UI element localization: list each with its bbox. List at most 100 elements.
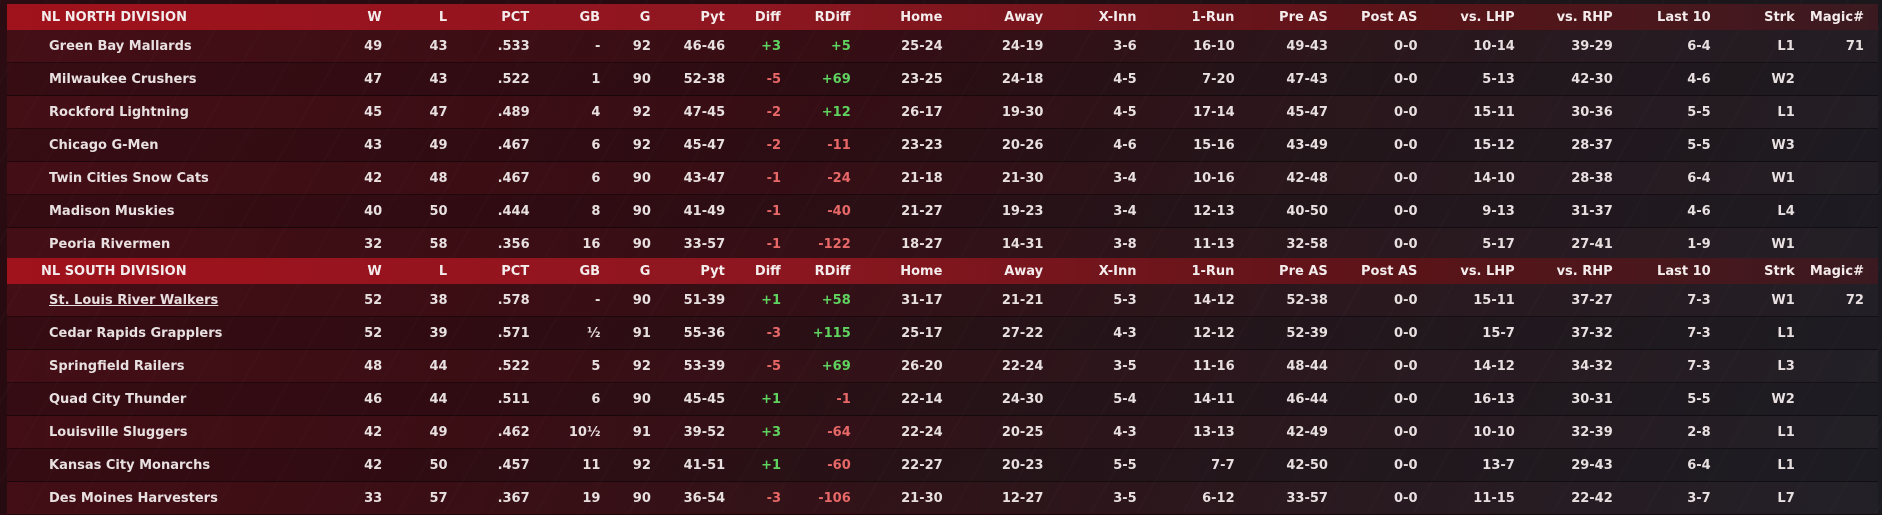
team-away: 24-18	[1001, 71, 1044, 87]
division-title: NL SOUTH DIVISION	[41, 263, 187, 279]
column-header-gb[interactable]: GB	[579, 263, 601, 279]
nl-north-division: NL NORTH DIVISION W L PCT GB G Pyt Diff RDiff Hom…	[7, 4, 1878, 261]
column-header-l[interactable]: L	[438, 263, 448, 279]
column-header-last10[interactable]: Last 10	[1657, 263, 1711, 279]
team-g: 90	[632, 391, 651, 407]
column-header-lhp[interactable]: vs. LHP	[1460, 263, 1515, 279]
team-lhp: 13-7	[1482, 457, 1515, 473]
column-header-away[interactable]: Away	[1004, 263, 1044, 279]
team-xinn: 5-3	[1113, 292, 1137, 308]
column-header-onerun[interactable]: 1-Run	[1191, 263, 1235, 279]
team-name[interactable]: Madison Muskies	[49, 203, 175, 219]
team-w: 52	[364, 325, 383, 341]
team-name[interactable]: Green Bay Mallards	[49, 38, 192, 54]
team-name[interactable]: Rockford Lightning	[49, 104, 189, 120]
team-away: 20-26	[1001, 137, 1044, 153]
team-row[interactable]: St. Louis River Walkers 52 38 .578 - 90 51-39 +…	[7, 284, 1878, 317]
team-row[interactable]: Peoria Rivermen 32 58 .356 16 90 33-57 -1 -122 18…	[7, 228, 1878, 261]
team-name[interactable]: St. Louis River Walkers	[49, 292, 219, 308]
column-header-away[interactable]: Away	[1004, 9, 1044, 25]
team-name[interactable]: Cedar Rapids Grapplers	[49, 325, 223, 341]
column-header-l[interactable]: L	[438, 9, 448, 25]
team-row[interactable]: Green Bay Mallards 49 43 .533 - 92 46-46 +3 +5 25…	[7, 30, 1878, 63]
team-rdiff: +5	[830, 38, 851, 54]
column-header-home[interactable]: Home	[900, 9, 943, 25]
column-header-strk[interactable]: Strk	[1764, 263, 1795, 279]
team-name[interactable]: Milwaukee Crushers	[49, 71, 197, 87]
team-rdiff: -24	[827, 170, 851, 186]
column-header-gb[interactable]: GB	[579, 9, 601, 25]
column-header-pct[interactable]: PCT	[501, 263, 530, 279]
team-name[interactable]: Des Moines Harvesters	[49, 490, 218, 506]
column-header-rhp[interactable]: vs. RHP	[1556, 263, 1613, 279]
column-header-postas[interactable]: Post AS	[1361, 263, 1418, 279]
team-l: 47	[429, 104, 448, 120]
team-row[interactable]: Quad City Thunder 46 44 .511 6 90 45-45 +1 -1 22-…	[7, 383, 1878, 416]
team-name[interactable]: Peoria Rivermen	[49, 236, 171, 252]
team-pct: .522	[497, 71, 530, 87]
team-name[interactable]: Springfield Railers	[49, 358, 185, 374]
column-header-diff[interactable]: Diff	[754, 263, 781, 279]
team-rdiff: +69	[821, 71, 851, 87]
team-diff: -3	[766, 490, 782, 506]
column-header-w[interactable]: W	[367, 9, 382, 25]
team-g: 92	[632, 358, 651, 374]
team-g: 90	[632, 236, 651, 252]
division-title: NL NORTH DIVISION	[41, 9, 187, 25]
column-header-xinn[interactable]: X-Inn	[1098, 9, 1137, 25]
column-header-last10[interactable]: Last 10	[1657, 9, 1711, 25]
team-lhp: 15-12	[1473, 137, 1515, 153]
team-row[interactable]: Milwaukee Crushers 47 43 .522 1 90 52-38 -5 +69 2…	[7, 63, 1878, 96]
column-header-w[interactable]: W	[367, 263, 382, 279]
team-row[interactable]: Madison Muskies 40 50 .444 8 90 41-49 -1 -40 21-2…	[7, 195, 1878, 228]
team-pyt: 53-39	[683, 358, 726, 374]
team-row[interactable]: Twin Cities Snow Cats 42 48 .467 6 90 43-47 -1 -…	[7, 162, 1878, 195]
team-name[interactable]: Quad City Thunder	[49, 391, 187, 407]
column-header-rhp[interactable]: vs. RHP	[1556, 9, 1613, 25]
column-header-xinn[interactable]: X-Inn	[1098, 263, 1137, 279]
team-preas: 46-44	[1286, 391, 1328, 407]
column-header-preas[interactable]: Pre AS	[1279, 9, 1328, 25]
team-row[interactable]: Kansas City Monarchs 42 50 .457 11 92 41-51 +1 -…	[7, 449, 1878, 482]
team-preas: 48-44	[1286, 358, 1328, 374]
team-pct: .578	[497, 292, 530, 308]
team-onerun: 13-13	[1193, 424, 1235, 440]
team-row[interactable]: Springfield Railers 48 44 .522 5 92 53-39 -5 +69…	[7, 350, 1878, 383]
column-header-magic[interactable]: Magic#	[1809, 263, 1864, 279]
column-header-preas[interactable]: Pre AS	[1279, 263, 1328, 279]
column-header-pyt[interactable]: Pyt	[700, 263, 725, 279]
team-preas: 32-58	[1286, 236, 1328, 252]
team-row[interactable]: Louisville Sluggers 42 49 .462 10½ 91 39-52 +3 -…	[7, 416, 1878, 449]
team-strk: W1	[1771, 292, 1795, 308]
column-header-magic[interactable]: Magic#	[1809, 9, 1864, 25]
column-header-pct[interactable]: PCT	[501, 9, 530, 25]
team-name[interactable]: Kansas City Monarchs	[49, 457, 211, 473]
team-name[interactable]: Twin Cities Snow Cats	[49, 170, 209, 186]
team-preas: 33-57	[1286, 490, 1328, 506]
column-header-lhp[interactable]: vs. LHP	[1460, 9, 1515, 25]
team-home: 22-27	[901, 457, 943, 473]
column-header-diff[interactable]: Diff	[754, 9, 781, 25]
column-header-home[interactable]: Home	[900, 263, 943, 279]
team-row[interactable]: Rockford Lightning 45 47 .489 4 92 47-45 -2 +12 2…	[7, 96, 1878, 129]
team-row[interactable]: Chicago G-Men 43 49 .467 6 92 45-47 -2 -11 23-23 2…	[7, 129, 1878, 162]
column-header-rdiff[interactable]: RDiff	[814, 9, 851, 25]
team-row[interactable]: Des Moines Harvesters 33 57 .367 19 90 36-54 -3…	[7, 482, 1878, 515]
column-header-rdiff[interactable]: RDiff	[814, 263, 851, 279]
team-name[interactable]: Louisville Sluggers	[49, 424, 188, 440]
team-row[interactable]: Cedar Rapids Grapplers 52 39 .571 ½ 91 55-36 -3…	[7, 317, 1878, 350]
column-header-g[interactable]: G	[639, 263, 651, 279]
team-diff: -2	[766, 104, 782, 120]
team-home: 22-14	[901, 391, 943, 407]
team-last10: 2-8	[1687, 424, 1711, 440]
team-diff: -3	[766, 325, 782, 341]
column-header-postas[interactable]: Post AS	[1361, 9, 1418, 25]
column-header-pyt[interactable]: Pyt	[700, 9, 725, 25]
column-header-strk[interactable]: Strk	[1764, 9, 1795, 25]
team-strk: L7	[1777, 490, 1795, 506]
team-w: 33	[364, 490, 383, 506]
column-header-g[interactable]: G	[639, 9, 651, 25]
team-g: 92	[632, 38, 651, 54]
column-header-onerun[interactable]: 1-Run	[1191, 9, 1235, 25]
team-name[interactable]: Chicago G-Men	[49, 137, 159, 153]
